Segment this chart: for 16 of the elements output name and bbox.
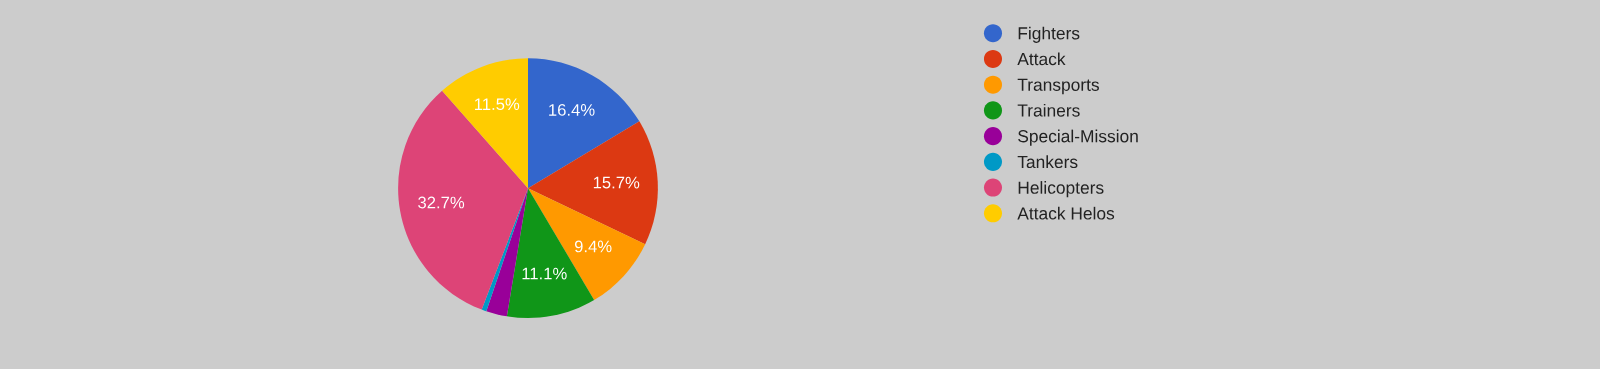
legend-label: Attack Helos <box>1017 206 1115 220</box>
legend-label: Helicopters <box>1018 181 1104 198</box>
legend-label: Attack <box>1017 52 1066 66</box>
legend-label: Fighters <box>1018 26 1080 43</box>
legend-label: Special-Mission <box>1018 129 1138 146</box>
legend-label: Tankers <box>1017 155 1078 169</box>
data-label: 16.4% <box>549 104 595 116</box>
data-label: 11.5% <box>475 98 520 111</box>
data-label: 15.7% <box>593 176 640 189</box>
data-label: 9.4% <box>574 240 612 253</box>
pie-slice <box>528 58 640 189</box>
data-label: 11.1% <box>522 267 567 280</box>
data-label: 32.7% <box>418 196 465 209</box>
pie-slice <box>442 58 528 189</box>
legend-label: Trainers <box>1017 103 1080 117</box>
legend-label: Transports <box>1017 78 1099 95</box>
